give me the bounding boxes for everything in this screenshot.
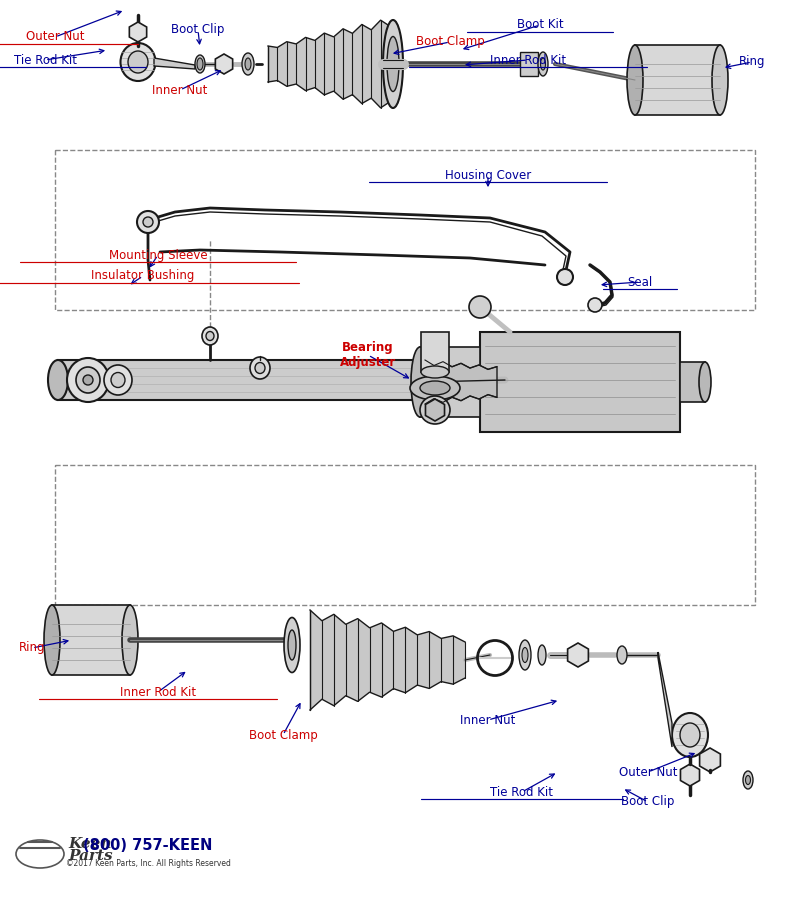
Ellipse shape <box>672 713 708 757</box>
Polygon shape <box>215 54 233 74</box>
Ellipse shape <box>206 331 214 340</box>
Text: Seal: Seal <box>627 275 653 289</box>
Ellipse shape <box>680 723 700 747</box>
Text: Outer Nut: Outer Nut <box>26 31 84 43</box>
Ellipse shape <box>420 381 450 395</box>
Polygon shape <box>425 360 497 404</box>
Ellipse shape <box>410 376 460 400</box>
Ellipse shape <box>255 363 265 374</box>
Bar <box>421 332 449 372</box>
Bar <box>635 45 720 115</box>
Text: Parts: Parts <box>68 849 113 863</box>
Ellipse shape <box>121 43 155 81</box>
Ellipse shape <box>143 217 153 227</box>
Ellipse shape <box>250 357 270 379</box>
Ellipse shape <box>541 58 546 70</box>
Ellipse shape <box>743 771 753 789</box>
Ellipse shape <box>284 617 300 672</box>
Text: Keen: Keen <box>68 837 111 851</box>
Text: Boot Clip: Boot Clip <box>622 796 674 808</box>
Text: Boot Clip: Boot Clip <box>171 23 225 37</box>
Ellipse shape <box>122 605 138 675</box>
Ellipse shape <box>411 347 429 417</box>
Ellipse shape <box>557 269 573 285</box>
Polygon shape <box>268 20 390 108</box>
Ellipse shape <box>288 630 296 660</box>
Ellipse shape <box>420 396 450 424</box>
Text: Tie Rod Kit: Tie Rod Kit <box>490 786 554 798</box>
Ellipse shape <box>617 646 627 664</box>
Text: Inner Nut: Inner Nut <box>152 84 208 96</box>
Ellipse shape <box>469 296 491 318</box>
Ellipse shape <box>712 45 728 115</box>
Ellipse shape <box>538 645 546 665</box>
Ellipse shape <box>195 55 205 73</box>
Bar <box>52 605 130 675</box>
Bar <box>520 52 538 76</box>
Ellipse shape <box>44 605 60 675</box>
Polygon shape <box>58 360 475 400</box>
Ellipse shape <box>387 37 399 92</box>
Polygon shape <box>700 748 720 772</box>
Text: Boot Clamp: Boot Clamp <box>416 35 484 49</box>
Polygon shape <box>310 610 465 710</box>
Ellipse shape <box>522 647 528 662</box>
Polygon shape <box>480 332 680 432</box>
Ellipse shape <box>76 367 100 393</box>
Ellipse shape <box>128 51 148 73</box>
Text: Insulator Bushing: Insulator Bushing <box>91 269 194 283</box>
Polygon shape <box>130 22 146 42</box>
Ellipse shape <box>137 211 159 233</box>
Ellipse shape <box>245 58 251 70</box>
Ellipse shape <box>67 358 109 402</box>
Text: Housing Cover: Housing Cover <box>445 168 531 182</box>
Text: Mounting Sleeve: Mounting Sleeve <box>109 248 207 262</box>
Ellipse shape <box>242 53 254 75</box>
Ellipse shape <box>383 20 403 108</box>
Text: Inner Rod Kit: Inner Rod Kit <box>490 53 566 67</box>
Polygon shape <box>681 764 699 786</box>
Text: ©2017 Keen Parts, Inc. All Rights Reserved: ©2017 Keen Parts, Inc. All Rights Reserv… <box>66 859 230 868</box>
Ellipse shape <box>111 373 125 388</box>
Text: Bearing
Adjuster: Bearing Adjuster <box>340 341 396 369</box>
Polygon shape <box>154 58 195 69</box>
Ellipse shape <box>202 327 218 345</box>
Text: Inner Nut: Inner Nut <box>460 714 516 726</box>
Polygon shape <box>420 347 480 417</box>
Polygon shape <box>426 399 445 421</box>
Ellipse shape <box>48 360 68 400</box>
Ellipse shape <box>83 375 93 385</box>
Ellipse shape <box>627 45 643 115</box>
Text: Ring: Ring <box>738 56 766 68</box>
Text: Boot Clamp: Boot Clamp <box>249 728 318 742</box>
Ellipse shape <box>197 58 203 70</box>
Text: (800) 757-KEEN: (800) 757-KEEN <box>83 838 213 853</box>
Ellipse shape <box>519 640 531 670</box>
Ellipse shape <box>588 298 602 312</box>
Text: Tie Rod Kit: Tie Rod Kit <box>14 53 77 67</box>
Polygon shape <box>475 360 505 400</box>
Ellipse shape <box>538 52 548 76</box>
Ellipse shape <box>421 366 449 378</box>
Bar <box>680 362 705 402</box>
Ellipse shape <box>699 362 711 402</box>
Text: Inner Rod Kit: Inner Rod Kit <box>120 686 196 698</box>
Text: Outer Nut: Outer Nut <box>618 766 678 778</box>
Text: Ring: Ring <box>18 642 46 654</box>
Ellipse shape <box>746 776 750 785</box>
Polygon shape <box>568 643 588 667</box>
Ellipse shape <box>104 365 132 395</box>
Polygon shape <box>658 652 672 747</box>
Text: Boot Kit: Boot Kit <box>517 19 563 32</box>
